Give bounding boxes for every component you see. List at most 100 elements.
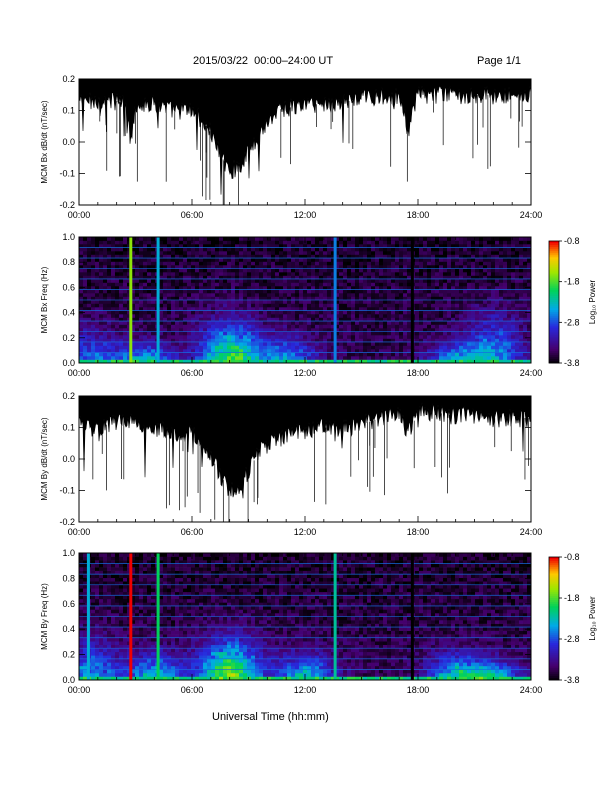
spectrogram-cell	[175, 300, 180, 304]
spectrogram-cell	[319, 261, 324, 266]
spectrogram-cell	[135, 634, 140, 638]
spectrogram-cell	[259, 254, 264, 259]
spectrogram-cell	[79, 331, 84, 336]
spectrogram-cell	[351, 356, 356, 360]
spectrogram-cell	[127, 321, 132, 325]
spectrogram-cell	[427, 282, 432, 287]
spectrogram-cell	[499, 349, 504, 353]
spectrogram-cell	[403, 338, 408, 343]
spectrogram-cell	[159, 321, 164, 325]
spectrogram-cell	[319, 293, 324, 297]
spectrogram-cell	[331, 335, 336, 339]
spectrogram-cell	[247, 272, 252, 276]
spectrogram-cell	[255, 272, 260, 276]
spectrogram-cell	[139, 338, 144, 343]
spectrogram-cell	[179, 314, 184, 318]
spectrogram-cell	[115, 307, 120, 311]
spectrogram-cell	[415, 272, 420, 276]
spectrogram-cell	[311, 317, 316, 322]
spectrogram-cell	[103, 338, 108, 343]
spectrogram-cell	[87, 359, 92, 364]
spectrogram-cell	[463, 324, 468, 329]
spectrogram-cell	[99, 254, 104, 259]
spectrogram-cell	[395, 293, 400, 297]
spectrogram-cell	[103, 289, 108, 294]
spectrogram-cell	[255, 247, 260, 252]
spectrogram-cell	[199, 296, 204, 301]
spectrogram-cell	[87, 296, 92, 301]
spectrogram-cell	[319, 310, 324, 315]
spectrogram-cell	[247, 338, 252, 343]
colorbar-segment	[549, 358, 559, 362]
spectrogram-cell	[423, 254, 428, 259]
spectrogram-cell	[407, 258, 412, 262]
spectrogram-cell	[415, 331, 420, 336]
spectrogram-cell	[187, 314, 192, 318]
spectrogram-cell	[119, 303, 124, 308]
colorbar-segment	[549, 312, 559, 315]
spectrogram-cell	[435, 345, 440, 350]
spectrogram-cell	[379, 261, 384, 266]
spectrogram-cell	[403, 265, 408, 269]
spectrogram-cell	[91, 588, 96, 593]
spectrogram-cell	[427, 279, 432, 283]
spectrogram-cell	[523, 286, 528, 290]
spectrogram-cell	[355, 286, 360, 290]
spectrogram-cell	[131, 672, 136, 677]
spectrogram-cell	[439, 349, 444, 353]
spectrogram-cell	[331, 265, 336, 269]
spectrogram-cell	[387, 307, 392, 311]
spectrogram-cell	[335, 296, 340, 301]
spectrogram-cell	[499, 265, 504, 269]
spectrogram-cell	[115, 352, 120, 357]
spectrogram-cell	[431, 345, 436, 350]
spectrogram-cell	[475, 289, 480, 294]
spectrogram-cell	[375, 352, 380, 357]
spectrogram-cell	[331, 352, 336, 357]
spectrogram-cell	[407, 307, 412, 311]
spectrogram-cell	[99, 300, 104, 304]
spectrogram-cell	[487, 254, 492, 259]
spectrogram-cell	[419, 286, 424, 290]
spectrogram-cell	[275, 300, 280, 304]
spectrogram-cell	[503, 261, 508, 266]
spectrogram-cell	[127, 349, 132, 353]
spectrogram-cell	[119, 563, 124, 568]
spectrogram-cell	[519, 359, 524, 364]
spectrogram-cell	[119, 349, 124, 353]
spectrogram-cell	[511, 282, 516, 287]
spectrogram-cell	[359, 307, 364, 311]
spectrogram-cell	[495, 279, 500, 283]
spectrogram-cell	[323, 286, 328, 290]
spectrogram-cell	[135, 602, 140, 607]
spectrogram-cell	[179, 286, 184, 290]
spectrogram-cell	[111, 563, 116, 568]
spectrogram-cell	[95, 567, 100, 571]
spectrogram-cell	[279, 317, 284, 322]
spectrogram-cell	[427, 314, 432, 318]
spectrogram-cell	[127, 676, 132, 681]
spectrogram-cell	[99, 581, 104, 586]
spectrogram-cell	[115, 634, 120, 638]
spectrogram-cell	[127, 237, 132, 241]
spectrogram-cell	[347, 275, 352, 280]
spectrogram-cell	[371, 296, 376, 301]
spectrogram-cell	[83, 556, 88, 561]
spectrogram-cell	[271, 314, 276, 318]
spectrogram-cell	[107, 352, 112, 357]
spectrogram-cell	[79, 300, 84, 304]
spectrogram-cell	[163, 345, 168, 350]
spectrogram-cell	[99, 553, 104, 557]
spectrogram-cell	[159, 338, 164, 343]
spectrogram-cell	[83, 345, 88, 350]
spectrogram-cell	[303, 272, 308, 276]
spectrogram-cell	[463, 237, 468, 241]
spectrogram-cell	[95, 577, 100, 582]
spectrogram-cell	[243, 345, 248, 350]
spectrogram-cell	[351, 359, 356, 364]
spectrogram-cell	[355, 314, 360, 318]
spectrogram-cell	[83, 359, 88, 364]
spectrogram-cell	[95, 648, 100, 653]
spectrogram-cell	[131, 247, 136, 252]
spectrogram-cell	[507, 328, 512, 332]
